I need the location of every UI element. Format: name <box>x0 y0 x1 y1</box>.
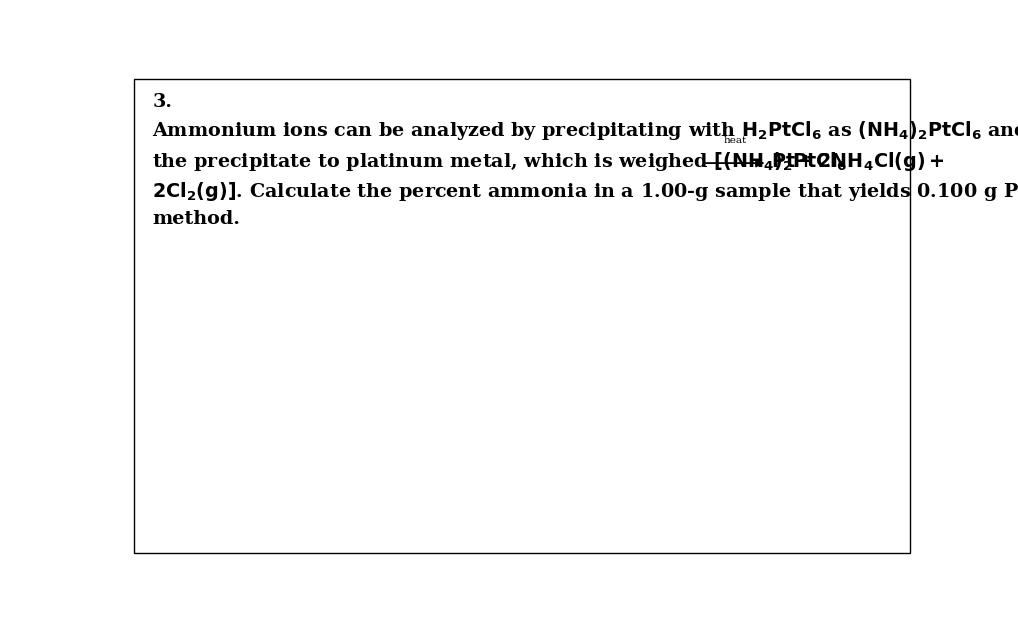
Text: 3.: 3. <box>153 93 172 111</box>
FancyBboxPatch shape <box>133 79 910 553</box>
Text: Ammonium ions can be analyzed by precipitating with $\mathbf{H_2PtCl_6}$ as $\ma: Ammonium ions can be analyzed by precipi… <box>153 118 1018 141</box>
Text: $\mathbf{Pt + 2NH_4Cl(g) +}$: $\mathbf{Pt + 2NH_4Cl(g) +}$ <box>772 150 945 173</box>
Text: heat: heat <box>724 136 747 145</box>
Text: $\mathbf{2Cl_2(g)]}$. Calculate the percent ammonia in a 1.00-g sample that yiel: $\mathbf{2Cl_2(g)]}$. Calculate the perc… <box>153 180 1018 203</box>
Text: the precipitate to platinum metal, which is weighed $\mathbf{[(NH_4)_2PtCl_6}$: the precipitate to platinum metal, which… <box>153 150 847 173</box>
Text: method.: method. <box>153 210 240 228</box>
